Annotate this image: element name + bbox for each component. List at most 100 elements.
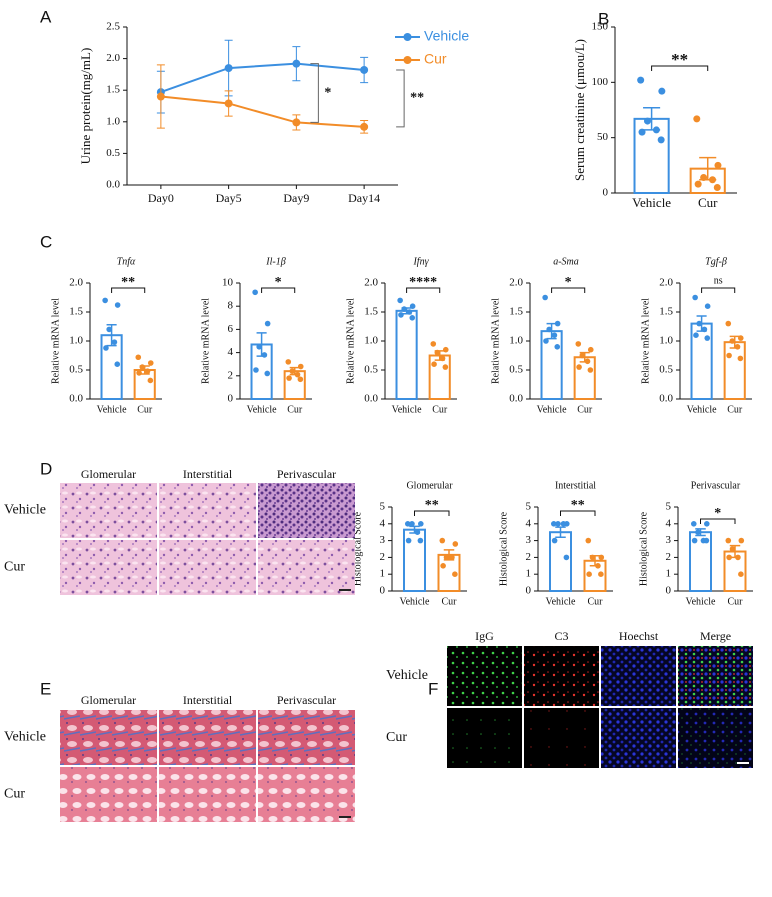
data-point bbox=[734, 344, 741, 350]
legend-marker bbox=[403, 33, 412, 41]
y-tick-label: 1.0 bbox=[364, 335, 378, 347]
y-tick-label: 4 bbox=[526, 517, 532, 529]
significance-label: **** bbox=[409, 275, 437, 290]
data-point bbox=[726, 352, 732, 359]
micrograph bbox=[159, 483, 256, 538]
data-point bbox=[297, 376, 304, 383]
data-point bbox=[554, 320, 561, 327]
data-point bbox=[264, 320, 271, 327]
y-tick-label: 0.0 bbox=[364, 393, 378, 405]
y-axis-label: Serum creatinine (μmou/L) bbox=[572, 39, 587, 181]
chart-title: Perivascular bbox=[691, 480, 741, 491]
y-tick-label: 2 bbox=[666, 551, 672, 563]
data-point bbox=[729, 546, 736, 552]
micrograph bbox=[678, 646, 753, 706]
micrograph bbox=[60, 767, 157, 822]
data-point bbox=[409, 521, 415, 527]
y-tick-label: 1.0 bbox=[509, 335, 523, 347]
bar bbox=[573, 356, 596, 400]
row-label: Cur bbox=[386, 730, 407, 745]
data-point bbox=[555, 521, 561, 527]
data-point bbox=[546, 326, 552, 333]
data-point bbox=[694, 180, 702, 188]
data-point bbox=[102, 297, 108, 304]
data-point bbox=[576, 364, 582, 370]
x-tick-label: Vehicle bbox=[686, 596, 717, 607]
data-point bbox=[714, 161, 722, 169]
column-header: Glomerular bbox=[81, 467, 136, 481]
x-tick-label: Cur bbox=[727, 404, 743, 415]
data-point bbox=[434, 349, 441, 356]
data-point bbox=[106, 326, 112, 333]
data-point bbox=[695, 529, 701, 535]
y-tick-label: 2.0 bbox=[69, 277, 83, 289]
x-tick-label: Vehicle bbox=[632, 195, 671, 210]
data-point bbox=[701, 326, 708, 333]
data-point bbox=[431, 361, 437, 368]
data-point bbox=[409, 315, 416, 321]
legend-marker bbox=[403, 56, 412, 64]
significance-bracket bbox=[701, 287, 736, 293]
y-tick-label: 1 bbox=[526, 568, 532, 580]
significance-bracket bbox=[310, 63, 319, 123]
panel-label: B bbox=[598, 9, 609, 28]
y-tick-label: 0.0 bbox=[659, 393, 673, 405]
y-axis-label: Urine protein(mg/mL) bbox=[78, 48, 93, 165]
data-point bbox=[657, 136, 665, 144]
y-tick-label: 2.0 bbox=[659, 277, 673, 289]
y-tick-label: 1 bbox=[666, 568, 672, 580]
data-point bbox=[637, 76, 645, 84]
y-tick-label: 0.5 bbox=[364, 364, 378, 376]
x-tick-label: Cur bbox=[588, 596, 604, 607]
data-point bbox=[439, 355, 446, 362]
series-line bbox=[160, 95, 365, 128]
significance-label: ** bbox=[671, 50, 688, 69]
x-tick-label: Cur bbox=[728, 596, 744, 607]
significance-bracket bbox=[406, 287, 441, 293]
data-point bbox=[542, 294, 548, 301]
data-point bbox=[738, 537, 745, 544]
data-point bbox=[111, 339, 118, 345]
data-point bbox=[442, 364, 449, 370]
column-header: Hoechst bbox=[619, 629, 659, 643]
point bbox=[292, 118, 301, 127]
y-tick-label: 50 bbox=[597, 131, 609, 143]
data-point bbox=[409, 303, 416, 310]
micrograph bbox=[159, 540, 256, 595]
data-point bbox=[414, 529, 421, 535]
significance-label: ** bbox=[410, 91, 424, 106]
x-tick-label: Cur bbox=[442, 596, 458, 607]
y-tick-label: 3 bbox=[526, 534, 532, 546]
data-point bbox=[449, 554, 455, 561]
data-point bbox=[644, 117, 652, 125]
micrograph bbox=[524, 708, 599, 768]
data-point bbox=[638, 128, 646, 136]
data-point bbox=[690, 521, 697, 527]
y-tick-label: 2 bbox=[526, 551, 532, 563]
data-point bbox=[713, 183, 721, 191]
significance-bracket bbox=[414, 510, 450, 516]
x-tick-label: Day0 bbox=[148, 191, 174, 205]
y-tick-label: 0.0 bbox=[106, 179, 120, 191]
data-point bbox=[452, 571, 458, 577]
y-tick-label: 3 bbox=[380, 534, 386, 546]
significance-label: ** bbox=[571, 498, 585, 513]
data-point bbox=[585, 537, 592, 544]
row-label: Vehicle bbox=[4, 503, 46, 518]
x-tick-label: Day14 bbox=[348, 191, 380, 205]
x-tick-label: Cur bbox=[698, 195, 718, 210]
data-point bbox=[439, 537, 446, 544]
y-tick-label: 2.0 bbox=[106, 52, 120, 64]
micrograph bbox=[258, 710, 355, 765]
y-tick-label: 5 bbox=[380, 501, 386, 513]
data-point bbox=[135, 354, 142, 361]
y-tick-label: 0.5 bbox=[69, 364, 83, 376]
legend-label: Cur bbox=[424, 51, 447, 67]
data-point bbox=[139, 364, 146, 370]
data-point bbox=[406, 309, 413, 315]
y-axis-label: Histological Score bbox=[638, 511, 649, 586]
data-point bbox=[550, 521, 557, 527]
data-point bbox=[551, 537, 558, 544]
data-point bbox=[560, 521, 567, 527]
